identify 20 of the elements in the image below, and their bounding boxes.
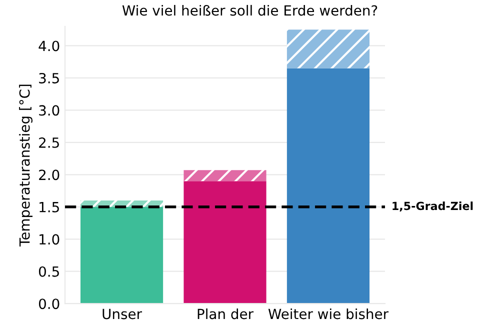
x-tick-label: Plan der xyxy=(198,308,254,320)
y-tick-label: 2.0 xyxy=(39,170,60,180)
bar xyxy=(184,170,266,182)
y-axis-title: Temperaturanstieg [°C] xyxy=(19,84,32,246)
y-tick-label: 3.0 xyxy=(39,105,60,116)
y-tick-label: 0.0 xyxy=(38,298,60,310)
bar xyxy=(286,30,370,68)
chart-title: Wie viel heißer soll die Erde werden? xyxy=(122,4,378,16)
y-tick-label: 1.0 xyxy=(40,234,60,245)
y-tick-label: 0.5 xyxy=(38,266,59,277)
y-tick-label: 3.5 xyxy=(39,72,59,84)
y-tick-label: 2.5 xyxy=(39,137,59,148)
y-tick-label: 4.0 xyxy=(38,40,60,52)
bar xyxy=(184,181,266,304)
bar xyxy=(80,206,164,304)
bar xyxy=(286,68,370,304)
ref-line-label: 1,5-Grad-Ziel xyxy=(392,202,473,212)
y-tick-label: 1.5 xyxy=(40,202,59,212)
x-tick-label: Weiter wie bisher xyxy=(268,308,389,320)
x-tick-label: Unser xyxy=(102,308,142,320)
